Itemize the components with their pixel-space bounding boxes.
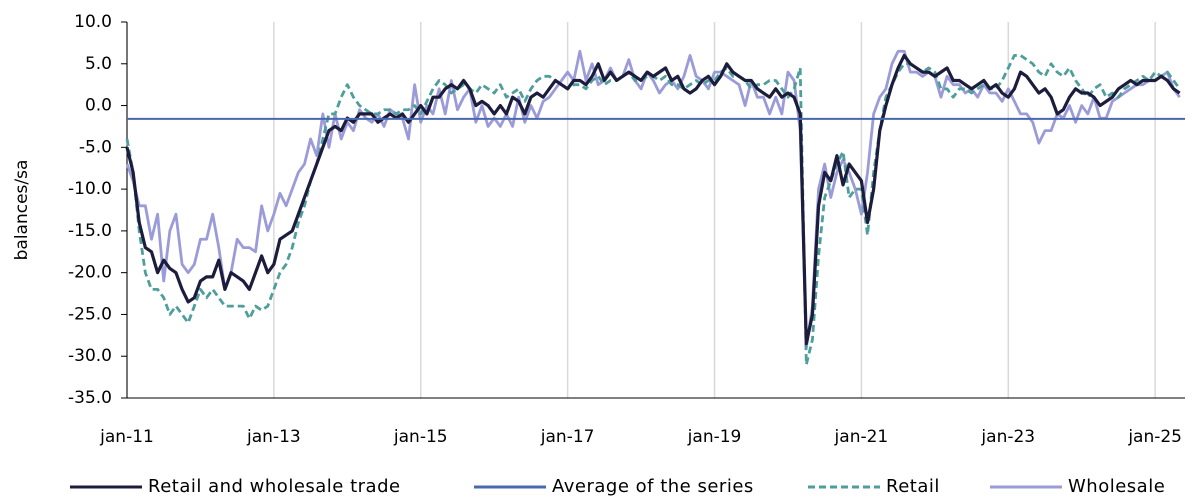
y-tick-label: -20.0 [68, 263, 112, 283]
y-tick-label: 0.0 [85, 96, 112, 116]
legend-label: Wholesale [1068, 476, 1165, 497]
x-tick-label: jan-23 [980, 427, 1035, 447]
series-line [125, 53, 1181, 346]
x-tick-label: jan-11 [99, 427, 154, 447]
y-tick-label: 5.0 [85, 54, 112, 74]
x-tick-label: jan-17 [540, 427, 595, 447]
x-tick-label: jan-15 [393, 427, 448, 447]
y-axis-label: balances/sa [12, 160, 32, 261]
y-tick-label: -35.0 [68, 388, 112, 408]
x-tick-label: jan-13 [246, 427, 301, 447]
legend-label: Retail [886, 476, 940, 497]
legend-label: Retail and wholesale trade [148, 476, 401, 497]
y-tick-label: -10.0 [68, 179, 112, 199]
x-tick-label: jan-19 [687, 427, 742, 447]
series-line [125, 49, 1181, 350]
y-tick-label: -30.0 [68, 346, 112, 366]
legend-label: Average of the series [552, 476, 754, 497]
series-line [125, 54, 1181, 366]
y-tick-label: -25.0 [68, 304, 112, 324]
x-tick-label: jan-21 [834, 427, 889, 447]
y-tick-label: 10.0 [74, 12, 112, 32]
y-tick-label: -5.0 [79, 137, 112, 157]
x-tick-label: jan-25 [1127, 427, 1182, 447]
y-tick-label: -15.0 [68, 221, 112, 241]
